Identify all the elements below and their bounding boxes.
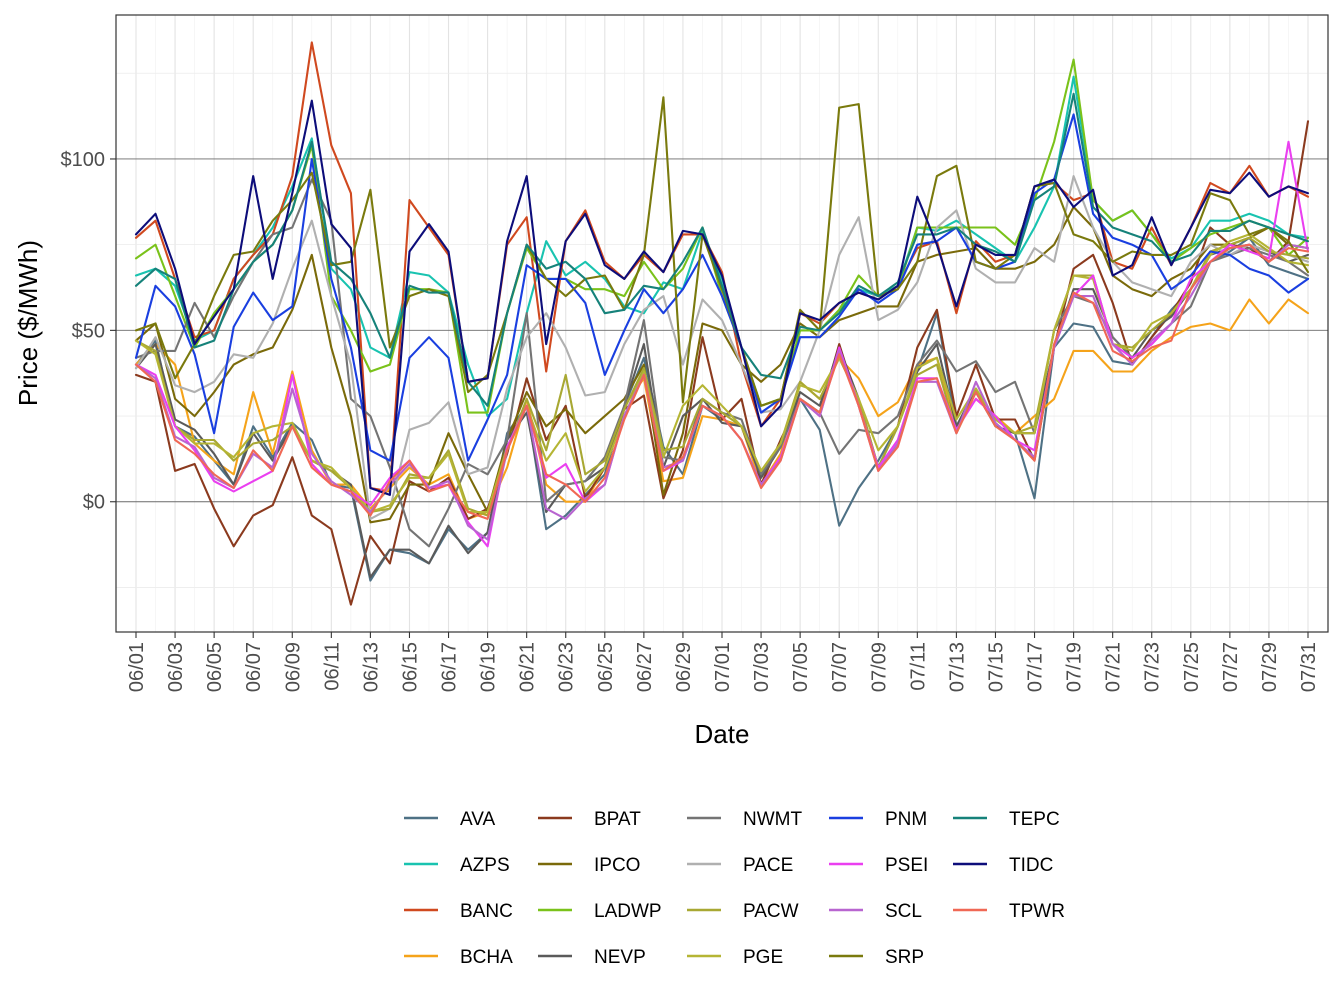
x-tick-label: 07/01 [712,642,734,692]
x-tick-label: 07/07 [829,642,851,692]
x-tick-label: 06/05 [204,642,226,692]
x-tick-label: 07/23 [1142,642,1164,692]
legend-label: LADWP [594,901,662,922]
series-lines [134,41,1310,606]
legend-label: NEVP [594,947,646,968]
series-line-bpat [134,120,1310,606]
legend-label: AZPS [460,855,510,876]
x-tick-label: 07/25 [1181,642,1203,692]
legend-item-pacw: PACW [687,901,799,922]
legend-item-pge: PGE [687,947,783,968]
legend-item-ipco: IPCO [538,855,640,876]
x-tick-label: 06/03 [165,642,187,692]
legend-label: TIDC [1009,855,1053,876]
x-tick-label: 07/11 [907,642,929,691]
legend: AVA AZPS BANC BCHA BPAT IPCO LADWP NEVP NWMT PACE… [404,809,1065,968]
legend-label: PACW [743,901,799,922]
legend-label: SRP [885,947,924,968]
legend-label: IPCO [594,855,640,876]
x-tick-label: 07/31 [1298,642,1320,692]
legend-item-ladwp: LADWP [538,901,662,922]
x-tick-label: 06/21 [517,642,539,692]
legend-item-bpat: BPAT [538,809,641,830]
x-tick-label: 07/21 [1103,642,1125,692]
x-tick-label: 06/25 [595,642,617,692]
x-tick-label: 06/23 [556,642,578,692]
y-tick-label: $100 [61,149,106,171]
legend-item-pace: PACE [687,855,793,876]
legend-label: PACE [743,855,793,876]
legend-item-tepc: TEPC [953,809,1060,830]
series-line-tpwr [134,243,1310,520]
y-tick-label: $50 [72,320,105,342]
x-tick-label: 07/13 [946,642,968,692]
series-line-tidc [134,99,1310,496]
legend-item-azps: AZPS [404,855,510,876]
legend-label: NWMT [743,809,802,830]
x-tick-label: 07/09 [868,642,890,692]
grid-lines [116,15,1328,632]
legend-item-scl: SCL [829,901,922,922]
y-tick-label: $0 [83,492,105,514]
x-tick-label: 06/13 [360,642,382,692]
x-tick-label: 07/17 [1025,642,1047,692]
x-tick-label: 07/03 [751,642,773,692]
legend-item-nevp: NEVP [538,947,646,968]
series-line-pnm [134,113,1310,462]
x-tick-label: 06/01 [126,642,148,692]
legend-item-tpwr: TPWR [953,901,1065,922]
legend-label: PNM [885,809,927,830]
legend-item-nwmt: NWMT [687,809,802,830]
legend-item-bcha: BCHA [404,947,513,968]
x-tick-label: 06/07 [243,642,265,692]
series-line-tepc [134,92,1310,407]
x-tick-label: 06/17 [439,642,461,692]
x-tick-label: 06/29 [673,642,695,692]
legend-item-srp: SRP [829,947,924,968]
legend-label: BPAT [594,809,641,830]
legend-item-ava: AVA [404,809,496,830]
x-axis-title: Date [695,719,750,749]
y-axis: $0 $50 $100 [61,149,116,514]
legend-label: PSEI [885,855,928,876]
legend-label: SCL [885,901,922,922]
legend-item-pnm: PNM [829,809,927,830]
legend-item-tidc: TIDC [953,855,1053,876]
x-tick-label: 06/09 [282,642,304,692]
legend-label: BCHA [460,947,513,968]
x-tick-label: 07/29 [1259,642,1281,692]
x-tick-label: 07/27 [1220,642,1242,692]
legend-item-banc: BANC [404,901,513,922]
legend-label: AVA [460,809,496,830]
legend-label: TPWR [1009,901,1065,922]
x-tick-label: 07/19 [1064,642,1086,692]
x-tick-label: 06/15 [400,642,422,692]
x-tick-label: 07/05 [790,642,812,692]
x-tick-label: 07/15 [986,642,1008,692]
legend-label: TEPC [1009,809,1060,830]
legend-label: PGE [743,947,783,968]
x-axis: 06/01 06/03 06/05 06/07 06/09 06/11 06/13 06/15… [126,632,1320,692]
legend-item-psei: PSEI [829,855,928,876]
y-axis-title: Price ($/MWh) [13,240,43,406]
legend-label: BANC [460,901,513,922]
x-tick-label: 06/19 [478,642,500,692]
x-tick-label: 06/11 [321,642,343,691]
x-tick-label: 06/27 [634,642,656,692]
